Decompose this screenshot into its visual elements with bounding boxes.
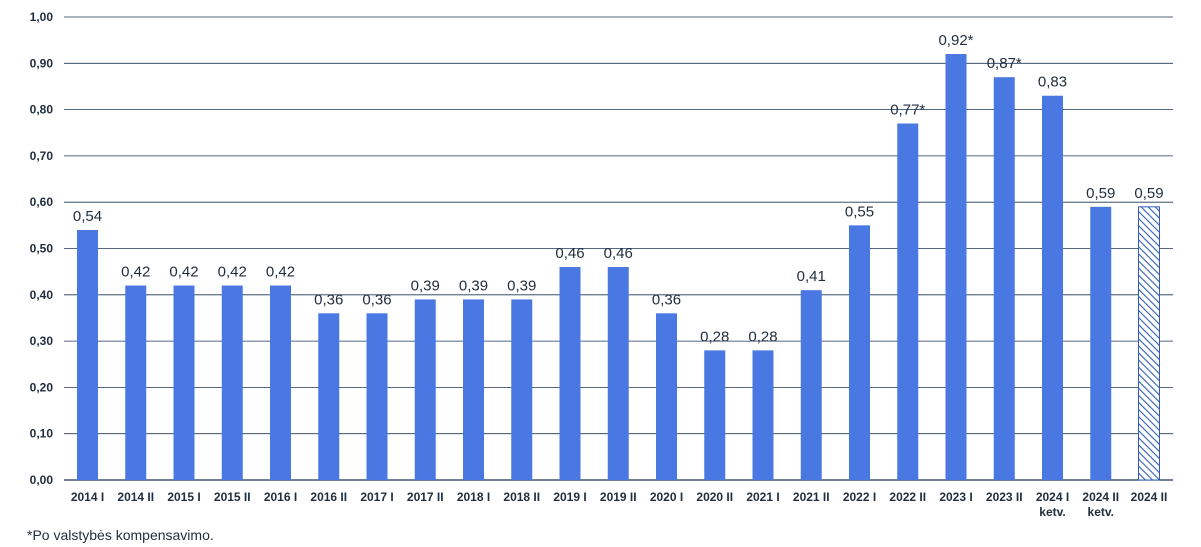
y-tick-label: 0,50 <box>30 242 54 256</box>
x-tick-label: 2016 I <box>264 490 297 504</box>
x-tick-label: 2017 I <box>360 490 393 504</box>
bar <box>704 350 726 480</box>
y-tick-label: 0,90 <box>30 56 54 70</box>
x-tick-label: 2017 II <box>407 490 444 504</box>
data-label: 0,42 <box>266 264 295 281</box>
x-tick-label: 2022 II <box>889 490 926 504</box>
data-label: 0,55 <box>845 203 874 220</box>
bar <box>1042 95 1063 481</box>
data-label: 0,42 <box>169 264 198 281</box>
data-label: 0,46 <box>555 245 584 262</box>
data-labels: 0,54 0,42 0,42 0,42 0,42 0,36 0,36 0,39 0,39 0,39… <box>73 32 1164 345</box>
y-tick-label: 0,60 <box>30 195 54 209</box>
bars <box>77 54 1160 481</box>
footnote: *Po valstybės kompensavimo. <box>27 527 214 543</box>
bar <box>559 267 581 480</box>
bar <box>173 285 195 480</box>
bar <box>849 225 870 480</box>
x-tick-label: 2015 I <box>167 490 200 504</box>
y-tick-label: 0,80 <box>30 103 54 117</box>
data-label: 0,41 <box>797 268 826 285</box>
bar <box>945 54 967 480</box>
bar <box>414 299 436 480</box>
x-tick-label: 2021 I <box>746 490 779 504</box>
bar <box>1090 206 1112 480</box>
x-tick-label: 2019 I <box>553 490 586 504</box>
y-tick-label: 0,00 <box>30 473 54 487</box>
x-tick-label: 2014 II <box>117 490 154 504</box>
bar <box>897 123 919 481</box>
y-tick-label: 0,20 <box>30 380 54 394</box>
x-tick-label: 2018 I <box>457 490 490 504</box>
bar <box>607 267 629 480</box>
data-label: 0,59 <box>1086 185 1115 202</box>
data-label: 0,59 <box>1134 185 1163 202</box>
data-label: 0,28 <box>700 328 729 345</box>
data-label: 0,36 <box>652 291 681 308</box>
y-tick-label: 0,10 <box>30 427 54 441</box>
x-tick-label: ketv. <box>1088 505 1114 519</box>
x-tick-label: 2018 II <box>503 490 540 504</box>
x-tick-label: 2019 II <box>600 490 637 504</box>
bar <box>221 285 243 480</box>
x-tick-label: ketv. <box>1039 505 1065 519</box>
y-tick-label: 0,70 <box>30 149 54 163</box>
bar <box>752 350 774 480</box>
data-label: 0,46 <box>604 245 633 262</box>
x-axis: 2014 I 2014 II 2015 I 2015 II 2016 I 2016 II 2… <box>71 490 1168 519</box>
bar <box>511 299 533 480</box>
data-label: 0,28 <box>748 328 777 345</box>
y-tick-label: 0,40 <box>30 288 54 302</box>
bar-chart: 0,00 0,10 0,20 0,30 0,40 0,50 0,60 0,70 0,80 0,90… <box>30 10 1173 519</box>
data-label: 0,36 <box>314 291 343 308</box>
x-tick-label: 2016 II <box>310 490 347 504</box>
bar <box>366 313 388 480</box>
x-tick-label: 2024 II <box>1082 490 1119 504</box>
y-tick-label: 0,30 <box>30 334 54 348</box>
y-axis: 0,00 0,10 0,20 0,30 0,40 0,50 0,60 0,70 0,80 0,90… <box>30 10 54 487</box>
bar <box>1138 206 1160 481</box>
data-label: 0,39 <box>459 277 488 294</box>
bar <box>463 299 484 480</box>
bar <box>656 313 677 480</box>
x-tick-label: 2024 II <box>1131 490 1168 504</box>
data-label: 0,87* <box>987 55 1022 72</box>
x-tick-label: 2021 II <box>793 490 830 504</box>
x-tick-label: 2020 I <box>650 490 683 504</box>
bar <box>318 313 340 480</box>
data-label: 0,39 <box>507 277 536 294</box>
data-label: 0,42 <box>218 264 247 281</box>
data-label: 0,83 <box>1038 74 1067 91</box>
data-label: 0,42 <box>121 264 150 281</box>
x-tick-label: 2015 II <box>214 490 251 504</box>
data-label: 0,54 <box>73 208 102 225</box>
bar <box>77 229 98 480</box>
data-label: 0,92* <box>938 32 973 49</box>
data-label: 0,39 <box>411 277 440 294</box>
x-tick-label: 2020 II <box>696 490 733 504</box>
data-label: 0,36 <box>362 291 391 308</box>
bar <box>125 285 147 480</box>
bar <box>270 285 291 480</box>
x-tick-label: 2023 I <box>939 490 972 504</box>
bar <box>800 290 822 480</box>
x-tick-label: 2024 I <box>1036 490 1069 504</box>
x-tick-label: 2023 II <box>986 490 1023 504</box>
y-tick-label: 1,00 <box>30 10 54 24</box>
x-tick-label: 2014 I <box>71 490 104 504</box>
x-tick-label: 2022 I <box>843 490 876 504</box>
bar <box>993 77 1015 480</box>
data-label: 0,77* <box>890 101 925 118</box>
